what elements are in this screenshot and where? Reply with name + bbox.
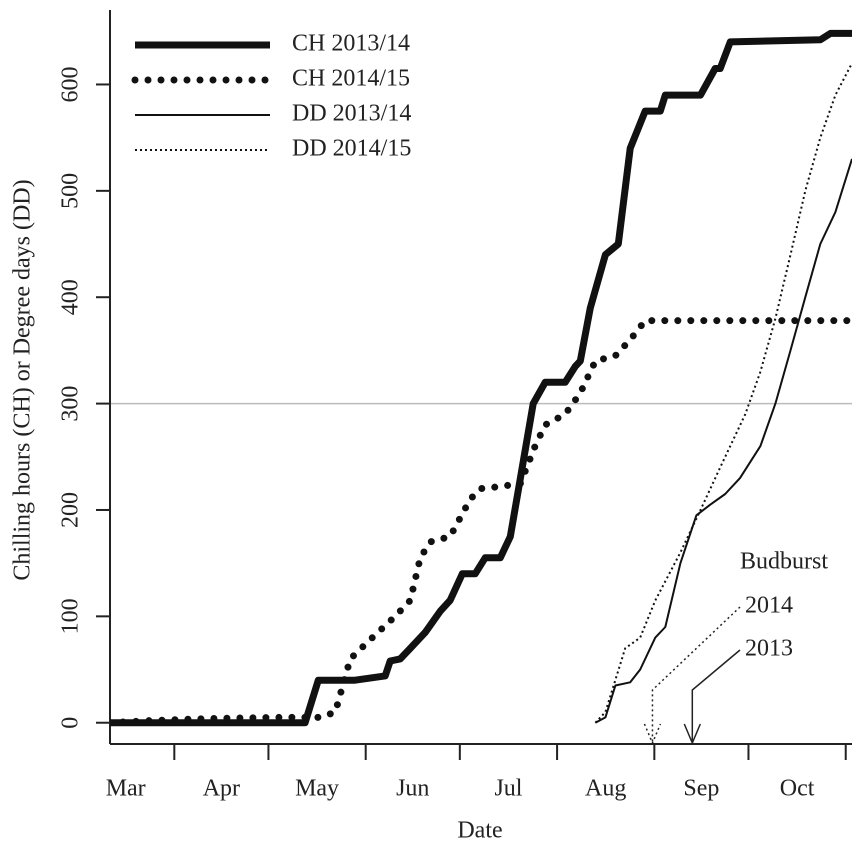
annotation-label: 2014 bbox=[745, 593, 793, 619]
x-tick-label: Aug bbox=[585, 776, 626, 802]
annotation-arrowhead bbox=[643, 723, 662, 745]
annotation-title: Budburst bbox=[740, 549, 828, 575]
y-tick-label: 300 bbox=[58, 386, 84, 422]
x-tick-label: Apr bbox=[203, 776, 240, 802]
x-tick-label: Sep bbox=[683, 776, 719, 802]
legend-label: CH 2013/14 bbox=[292, 31, 410, 57]
data-line bbox=[110, 317, 852, 727]
y-tick-label: 400 bbox=[58, 279, 84, 315]
annotation-arrow bbox=[691, 649, 741, 743]
legend-label: DD 2013/14 bbox=[292, 101, 411, 127]
y-tick-label: 0 bbox=[58, 717, 84, 729]
annotation-label: 2013 bbox=[745, 636, 793, 662]
y-tick-label: 100 bbox=[58, 598, 84, 634]
y-axis-label: Chilling hours (CH) or Degree days (DD) bbox=[10, 179, 36, 580]
x-tick-label: Jun bbox=[396, 776, 429, 802]
y-tick-label: 600 bbox=[58, 66, 84, 102]
data-line bbox=[594, 62, 852, 724]
x-tick-label: May bbox=[295, 776, 339, 802]
annotation-arrowhead bbox=[683, 723, 701, 745]
data-line bbox=[594, 158, 852, 724]
annotation-arrow bbox=[651, 606, 741, 743]
x-tick-label: Mar bbox=[106, 776, 146, 802]
x-tick-label: Oct bbox=[780, 776, 815, 802]
x-tick-label: Jul bbox=[494, 776, 522, 802]
legend-label: CH 2014/15 bbox=[292, 66, 410, 92]
legend-label: DD 2014/15 bbox=[292, 136, 411, 162]
x-axis-label: Date bbox=[457, 818, 502, 844]
data-line bbox=[110, 29, 852, 727]
y-tick-label: 500 bbox=[58, 173, 84, 209]
y-tick-label: 200 bbox=[58, 492, 84, 528]
